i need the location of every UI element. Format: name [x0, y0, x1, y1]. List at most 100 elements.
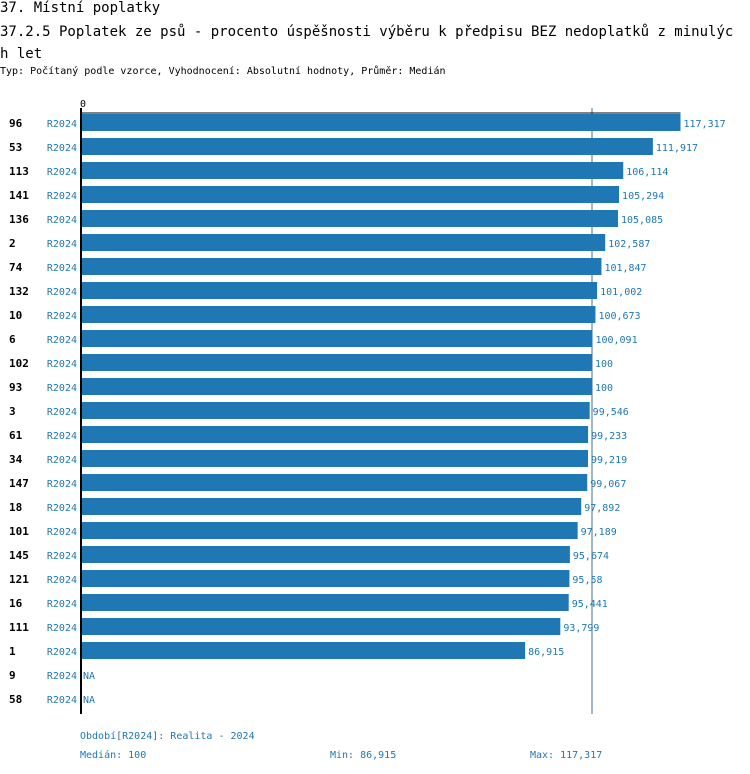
period-label: R2024 [47, 527, 77, 538]
bar [81, 282, 598, 299]
bar [81, 330, 593, 347]
period-label: R2024 [47, 263, 77, 274]
value-label: 95,674 [573, 551, 609, 562]
period-legend: Období[R2024]: Realita - 2024 [80, 731, 255, 742]
chart-title: 37.2.5 Poplatek ze psů - procento úspěšn… [0, 24, 734, 62]
value-label: 97,892 [584, 503, 620, 514]
value-label: 99,546 [593, 407, 629, 418]
category-label: 34 [9, 453, 23, 466]
period-label: R2024 [47, 431, 77, 442]
bar [81, 258, 602, 275]
bar [81, 474, 588, 491]
period-label: R2024 [47, 311, 77, 322]
bar [81, 570, 570, 587]
category-label: 102 [9, 357, 29, 370]
period-label: R2024 [47, 383, 77, 394]
category-label: 6 [9, 333, 16, 346]
category-label: 16 [9, 597, 23, 610]
period-label: R2024 [47, 575, 77, 586]
period-label: R2024 [47, 335, 77, 346]
value-label: 97,189 [581, 527, 617, 538]
period-label: R2024 [47, 215, 77, 226]
category-label: 113 [9, 165, 29, 178]
period-label: R2024 [47, 647, 77, 658]
period-label: R2024 [47, 695, 77, 706]
period-label: R2024 [47, 455, 77, 466]
period-label: R2024 [47, 167, 77, 178]
bar [81, 210, 618, 227]
period-label: R2024 [47, 623, 77, 634]
category-label: 101 [9, 525, 29, 538]
value-label: 106,114 [626, 167, 668, 178]
bar [81, 378, 592, 395]
value-label: NA [83, 695, 95, 706]
category-label: 58 [9, 693, 22, 706]
bar [81, 522, 578, 539]
category-label: 93 [9, 381, 22, 394]
value-label: 93,799 [563, 623, 599, 634]
category-label: 53 [9, 141, 22, 154]
bar [81, 306, 596, 323]
bar [81, 138, 653, 155]
category-label: 61 [9, 429, 23, 442]
period-label: R2024 [47, 479, 77, 490]
value-label: 95,441 [572, 599, 608, 610]
bar [81, 234, 606, 251]
category-label: 18 [9, 501, 22, 514]
value-label: 101,847 [604, 263, 646, 274]
bar [81, 186, 620, 203]
value-label: 100 [595, 383, 613, 394]
period-label: R2024 [47, 191, 77, 202]
bar [81, 594, 569, 611]
value-label: 99,067 [590, 479, 626, 490]
min-stat: Min: 86,915 [330, 750, 397, 761]
value-label: 105,085 [621, 215, 663, 226]
value-label: 86,915 [528, 647, 564, 658]
category-label: 136 [9, 213, 29, 226]
value-label: 102,587 [608, 239, 650, 250]
period-label: R2024 [47, 407, 77, 418]
axis-zero-label: 0 [80, 99, 86, 110]
bar [81, 354, 592, 371]
period-label: R2024 [47, 239, 77, 250]
category-label: 3 [9, 405, 16, 418]
value-label: 117,317 [683, 119, 725, 130]
median-stat: Medián: 100 [80, 750, 147, 761]
bar [81, 402, 590, 419]
bar [81, 114, 681, 131]
value-label: 100,673 [598, 311, 640, 322]
period-label: R2024 [47, 671, 77, 682]
chart-subtitle: Typ: Počítaný podle vzorce, Vyhodnocení:… [0, 66, 446, 77]
period-label: R2024 [47, 287, 77, 298]
bar [81, 162, 624, 179]
category-label: 9 [9, 669, 16, 682]
bar [81, 426, 589, 443]
value-label: 111,917 [656, 143, 698, 154]
period-label: R2024 [47, 551, 77, 562]
category-label: 10 [9, 309, 22, 322]
section-title: 37. Místní poplatky [0, 0, 161, 16]
category-label: 132 [9, 285, 29, 298]
period-label: R2024 [47, 119, 77, 130]
category-label: 121 [9, 573, 29, 586]
value-label: 101,002 [600, 287, 642, 298]
period-label: R2024 [47, 143, 77, 154]
category-label: 145 [9, 549, 29, 562]
category-label: 96 [9, 117, 23, 130]
category-label: 2 [9, 237, 16, 250]
category-label: 147 [9, 477, 29, 490]
value-label: 100,091 [595, 335, 637, 346]
category-label: 111 [9, 621, 29, 634]
period-label: R2024 [47, 599, 77, 610]
bar [81, 450, 589, 467]
value-label: 100 [595, 359, 613, 370]
category-label: 1 [9, 645, 16, 658]
category-label: 141 [9, 189, 29, 202]
bar [81, 546, 570, 563]
bar [81, 618, 561, 635]
value-label: 99,219 [591, 455, 627, 466]
bar [81, 498, 582, 515]
max-stat: Max: 117,317 [530, 750, 603, 761]
value-label: NA [83, 671, 95, 682]
period-label: R2024 [47, 359, 77, 370]
